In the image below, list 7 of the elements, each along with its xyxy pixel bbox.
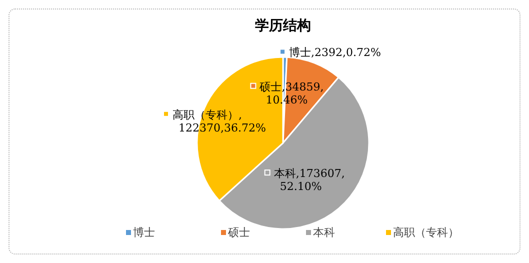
- legend-label: 高职（专科）: [393, 226, 459, 239]
- data-label: 本科,173607, 52.10%: [274, 167, 345, 194]
- chart-title: 学历结构: [255, 18, 311, 34]
- legend-label: 本科: [313, 226, 335, 239]
- data-label: 博士,2392,0.72%: [289, 46, 381, 60]
- legend-label: 博士: [133, 226, 155, 239]
- legend-label: 硕士: [227, 226, 250, 239]
